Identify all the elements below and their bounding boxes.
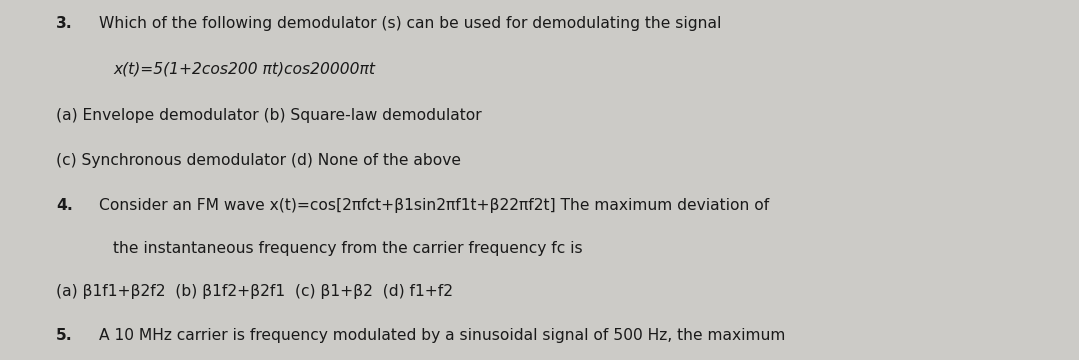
Text: x(t)=5(1+2cos200 πt)cos20000πt: x(t)=5(1+2cos200 πt)cos20000πt: [113, 61, 375, 76]
Text: 4.: 4.: [56, 198, 73, 213]
Text: 3.: 3.: [56, 16, 73, 31]
Text: 5.: 5.: [56, 328, 73, 343]
Text: (c) Synchronous demodulator (d) None of the above: (c) Synchronous demodulator (d) None of …: [56, 153, 461, 168]
Text: Which of the following demodulator (s) can be used for demodulating the signal: Which of the following demodulator (s) c…: [99, 16, 722, 31]
Text: (a) Envelope demodulator (b) Square-law demodulator: (a) Envelope demodulator (b) Square-law …: [56, 108, 481, 123]
Text: the instantaneous frequency from the carrier frequency fc is: the instantaneous frequency from the car…: [113, 241, 583, 256]
Text: (a) β1f1+β2f2  (b) β1f2+β2f1  (c) β1+β2  (d) f1+f2: (a) β1f1+β2f2 (b) β1f2+β2f1 (c) β1+β2 (d…: [56, 284, 453, 300]
Text: Consider an FM wave x(t)=cos[2πfct+β1sin2πf1t+β22πf2t] The maximum deviation of: Consider an FM wave x(t)=cos[2πfct+β1sin…: [99, 198, 769, 213]
Text: A 10 MHz carrier is frequency modulated by a sinusoidal signal of 500 Hz, the ma: A 10 MHz carrier is frequency modulated …: [99, 328, 786, 343]
